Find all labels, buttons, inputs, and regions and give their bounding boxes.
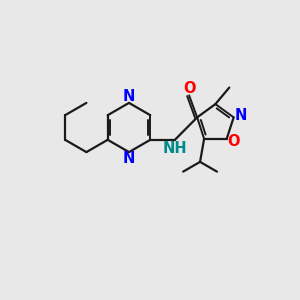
Text: NH: NH [163,141,187,156]
Text: O: O [184,81,196,96]
Text: N: N [123,151,135,166]
Text: N: N [235,108,247,123]
Text: N: N [123,89,135,104]
Text: O: O [227,134,239,149]
